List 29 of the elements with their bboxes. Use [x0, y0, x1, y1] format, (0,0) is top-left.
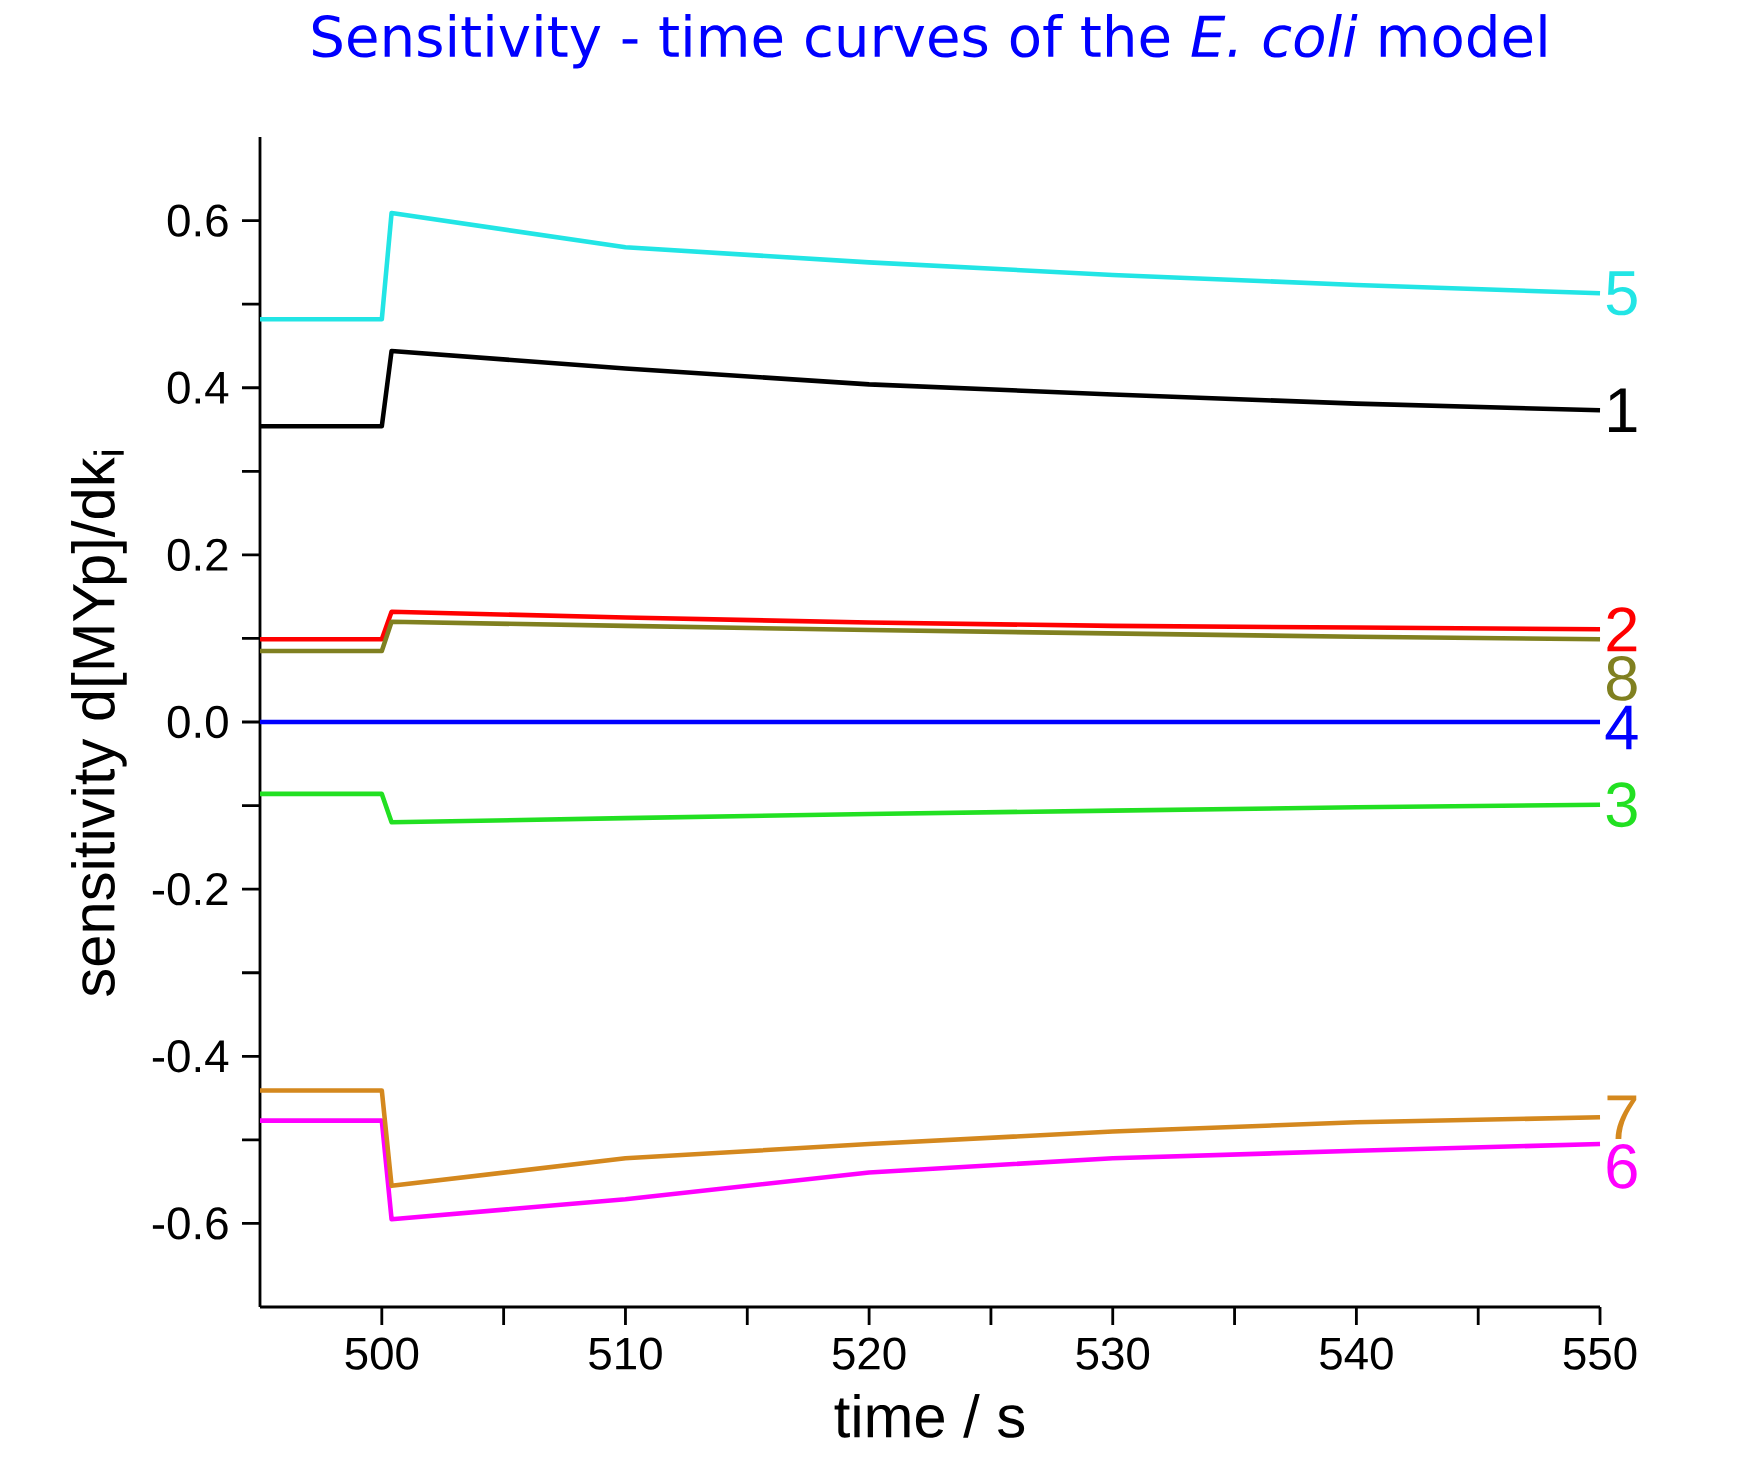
y-tick-label: -0.6 — [152, 1207, 228, 1240]
line-series — [257, 1088, 1603, 1189]
y-tick-label: 0.4 — [167, 371, 229, 404]
y-tick-label: -0.4 — [152, 1040, 229, 1073]
series-label: 3 — [1606, 782, 1637, 828]
x-tick-label: 550 — [1563, 1337, 1637, 1370]
y-tick-label: 0.6 — [167, 204, 228, 237]
x-axis-title: time / s — [834, 1393, 1025, 1438]
x-tick-label: 500 — [345, 1337, 419, 1370]
x-tick-label: 520 — [832, 1337, 906, 1370]
chart-title: Sensitivity - time curves of the E. coli model — [312, 14, 1546, 69]
x-tick-label: 510 — [589, 1337, 662, 1370]
series-label: 8 — [1606, 655, 1637, 701]
line-series — [257, 1118, 1603, 1222]
y-axis-title: sensitivity d[MYp]/dk$_{i}$ — [71, 451, 127, 996]
series-label: 7 — [1607, 1095, 1637, 1140]
x-tick-label: 540 — [1320, 1337, 1393, 1370]
y-tick-label: -0.2 — [152, 872, 228, 906]
series-label: 4 — [1605, 705, 1638, 750]
y-tick-label: 0.2 — [167, 538, 228, 572]
y-tick-label: 0.0 — [167, 705, 228, 739]
series-label: 1 — [1609, 388, 1637, 433]
line-series — [257, 791, 1603, 825]
line-series — [257, 609, 1603, 642]
series-label: 2 — [1607, 607, 1637, 652]
series-label: 6 — [1607, 1144, 1637, 1189]
x-tick-label: 530 — [1076, 1337, 1150, 1370]
line-series — [257, 210, 1603, 322]
series-label: 5 — [1606, 271, 1637, 316]
